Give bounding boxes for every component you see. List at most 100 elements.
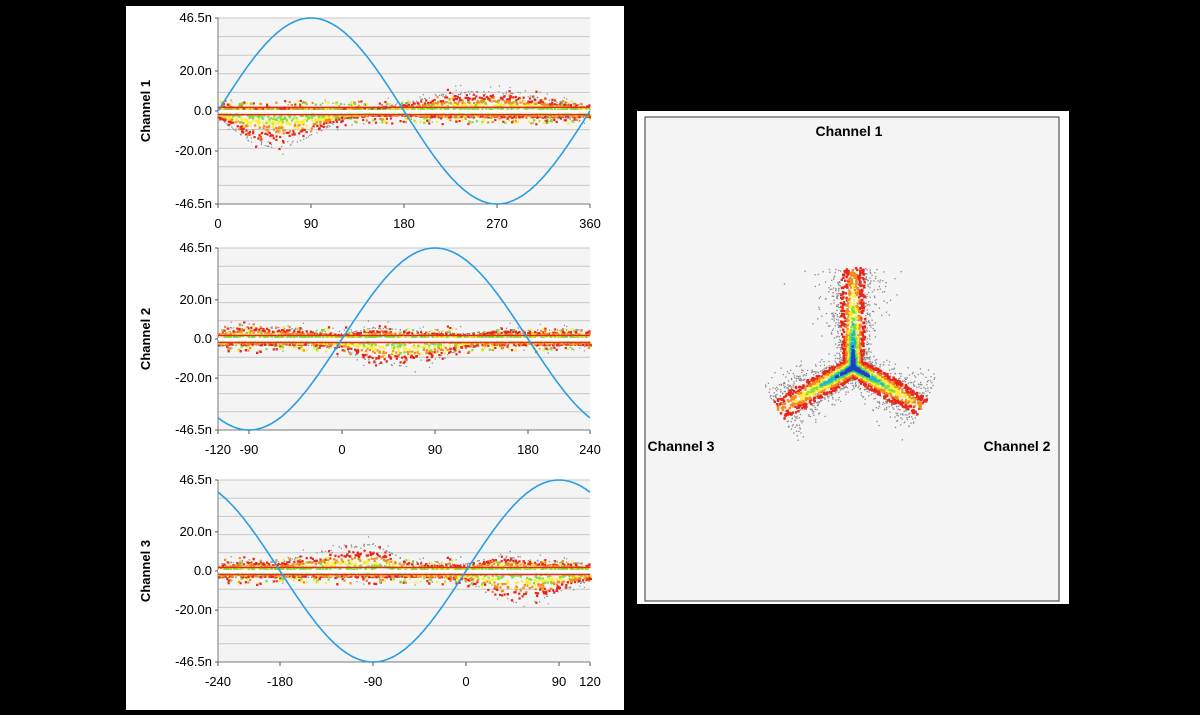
density-point <box>375 328 376 329</box>
density-point <box>543 122 545 124</box>
x-tick-label: 270 <box>486 216 508 231</box>
density-point <box>492 346 494 348</box>
density-point <box>548 344 550 346</box>
density-point <box>378 352 380 354</box>
density-point <box>295 328 296 329</box>
density-point <box>549 330 550 331</box>
density-point <box>436 121 438 123</box>
density-point <box>245 130 247 132</box>
density-point <box>431 116 433 118</box>
density-point <box>486 96 488 98</box>
density-point <box>386 103 388 105</box>
density-point <box>563 104 565 106</box>
density-point <box>372 328 373 329</box>
density-point <box>509 331 511 333</box>
density-point <box>549 100 550 101</box>
density-point <box>540 92 541 93</box>
density-point <box>584 350 585 351</box>
density-point <box>325 101 327 103</box>
density-point <box>263 330 265 332</box>
density-point <box>437 343 439 345</box>
density-point <box>465 97 467 99</box>
density-point <box>292 141 293 142</box>
density-point <box>261 144 262 145</box>
density-point <box>289 101 291 103</box>
density-point <box>306 120 308 122</box>
density-point <box>368 359 369 360</box>
density-point <box>247 349 249 351</box>
density-point <box>428 344 430 346</box>
density-point <box>271 147 272 148</box>
density-point <box>375 364 377 366</box>
density-point <box>431 330 433 332</box>
density-point <box>525 117 527 119</box>
density-point <box>243 101 245 103</box>
density-point <box>300 346 302 348</box>
density-point <box>407 100 409 102</box>
density-point <box>426 351 428 353</box>
density-point <box>293 347 295 349</box>
density-point <box>247 136 248 137</box>
density-point <box>558 117 559 118</box>
density-point <box>297 328 298 329</box>
density-point <box>417 351 419 353</box>
density-point <box>303 139 304 140</box>
density-point <box>544 103 546 105</box>
density-point <box>327 329 329 331</box>
density-point <box>488 98 490 100</box>
density-point <box>543 350 545 352</box>
density-point <box>359 345 361 347</box>
density-point <box>329 121 331 123</box>
density-point <box>531 332 533 334</box>
density-point <box>458 94 459 95</box>
density-point <box>403 351 405 353</box>
density-point <box>224 330 226 332</box>
density-point <box>309 135 310 136</box>
density-point <box>435 104 437 106</box>
density-point <box>316 125 318 127</box>
density-point <box>511 117 513 119</box>
density-point <box>318 116 320 118</box>
density-point <box>570 119 571 120</box>
density-point <box>514 329 515 330</box>
density-point <box>375 122 377 124</box>
density-point <box>575 108 577 110</box>
density-point <box>328 344 330 346</box>
density-point <box>396 358 398 360</box>
density-point <box>236 344 237 345</box>
density-point <box>337 117 339 119</box>
density-point <box>510 323 511 324</box>
density-point <box>403 331 405 333</box>
density-point <box>579 348 580 349</box>
density-point <box>241 125 243 127</box>
density-point <box>302 102 303 103</box>
density-point <box>224 119 226 121</box>
density-point <box>252 117 254 119</box>
density-point <box>235 130 236 131</box>
density-point <box>475 95 477 97</box>
density-point <box>545 120 547 122</box>
density-point <box>455 117 456 118</box>
density-point <box>585 344 587 346</box>
density-point <box>294 133 296 135</box>
density-point <box>341 117 343 119</box>
density-point <box>245 133 247 135</box>
density-point <box>514 104 516 106</box>
density-point <box>231 322 232 323</box>
density-point <box>400 329 401 330</box>
density-point <box>311 127 313 129</box>
density-point <box>381 104 383 106</box>
density-point <box>471 349 473 351</box>
density-point <box>362 356 364 358</box>
density-point <box>290 329 291 330</box>
density-point <box>551 99 553 101</box>
density-point <box>300 345 301 346</box>
density-point <box>554 103 556 105</box>
density-point <box>265 122 267 124</box>
density-point <box>423 326 424 327</box>
density-point <box>547 104 549 106</box>
density-point <box>236 128 237 129</box>
density-point <box>462 343 464 345</box>
